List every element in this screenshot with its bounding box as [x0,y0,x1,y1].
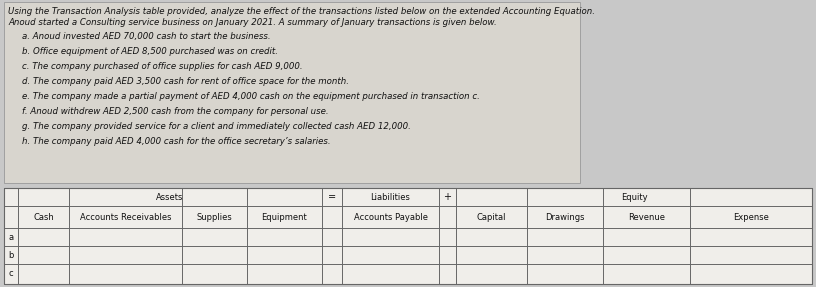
Text: a. Anoud invested AED 70,000 cash to start the business.: a. Anoud invested AED 70,000 cash to sta… [22,32,271,41]
Text: Liabilities: Liabilities [370,193,410,201]
Text: Capital: Capital [477,212,506,222]
Text: Equity: Equity [621,193,647,201]
Text: d. The company paid AED 3,500 cash for rent of office space for the month.: d. The company paid AED 3,500 cash for r… [22,77,349,86]
Text: b. Office equipment of AED 8,500 purchased was on credit.: b. Office equipment of AED 8,500 purchas… [22,47,278,56]
Text: e. The company made a partial payment of AED 4,000 cash on the equipment purchas: e. The company made a partial payment of… [22,92,480,101]
Text: c: c [9,269,13,278]
Text: =: = [328,192,336,202]
FancyBboxPatch shape [4,2,580,183]
Text: Cash: Cash [33,212,54,222]
FancyBboxPatch shape [4,188,812,284]
Text: Using the Transaction Analysis table provided, analyze the effect of the transac: Using the Transaction Analysis table pro… [8,7,595,16]
Text: a: a [8,232,14,241]
Text: f. Anoud withdrew AED 2,500 cash from the company for personal use.: f. Anoud withdrew AED 2,500 cash from th… [22,107,329,116]
Text: Accounts Payable: Accounts Payable [353,212,428,222]
Text: Anoud started a Consulting service business on January 2021. A summary of Januar: Anoud started a Consulting service busin… [8,18,497,27]
Text: Accounts Receivables: Accounts Receivables [80,212,171,222]
Text: Equipment: Equipment [262,212,308,222]
Text: c. The company purchased of office supplies for cash AED 9,000.: c. The company purchased of office suppl… [22,62,303,71]
Text: b: b [8,251,14,259]
Text: Supplies: Supplies [197,212,233,222]
Text: +: + [444,192,451,202]
Text: Revenue: Revenue [628,212,665,222]
Text: h. The company paid AED 4,000 cash for the office secretary’s salaries.: h. The company paid AED 4,000 cash for t… [22,137,330,146]
Text: Expense: Expense [733,212,769,222]
Text: g. The company provided service for a client and immediately collected cash AED : g. The company provided service for a cl… [22,122,411,131]
Text: Drawings: Drawings [545,212,585,222]
Text: Assets: Assets [157,193,184,201]
